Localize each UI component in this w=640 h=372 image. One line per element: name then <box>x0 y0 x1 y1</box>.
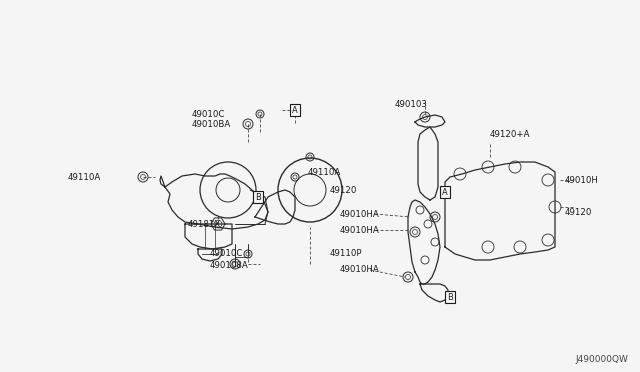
Text: 49010BA: 49010BA <box>192 119 231 128</box>
Text: J490000QW: J490000QW <box>575 355 628 364</box>
Text: 49010HA: 49010HA <box>340 225 380 234</box>
Text: 49120: 49120 <box>330 186 357 195</box>
Text: 49010C: 49010C <box>210 250 243 259</box>
Text: 49181X: 49181X <box>188 219 221 228</box>
Text: B: B <box>255 192 261 202</box>
Text: 490103: 490103 <box>395 99 428 109</box>
Text: 49110P: 49110P <box>330 250 362 259</box>
Text: 49120+A: 49120+A <box>490 129 531 138</box>
Text: A: A <box>442 187 448 196</box>
Text: 490108A: 490108A <box>210 260 249 269</box>
Text: 49110A: 49110A <box>308 167 341 176</box>
Text: 49010HA: 49010HA <box>340 209 380 218</box>
Text: 49010HA: 49010HA <box>340 266 380 275</box>
Text: 49010C: 49010C <box>192 109 225 119</box>
Text: 49110A: 49110A <box>68 173 101 182</box>
Text: 49120: 49120 <box>565 208 593 217</box>
Text: A: A <box>292 106 298 115</box>
Text: B: B <box>447 292 453 301</box>
Text: 49010H: 49010H <box>565 176 599 185</box>
